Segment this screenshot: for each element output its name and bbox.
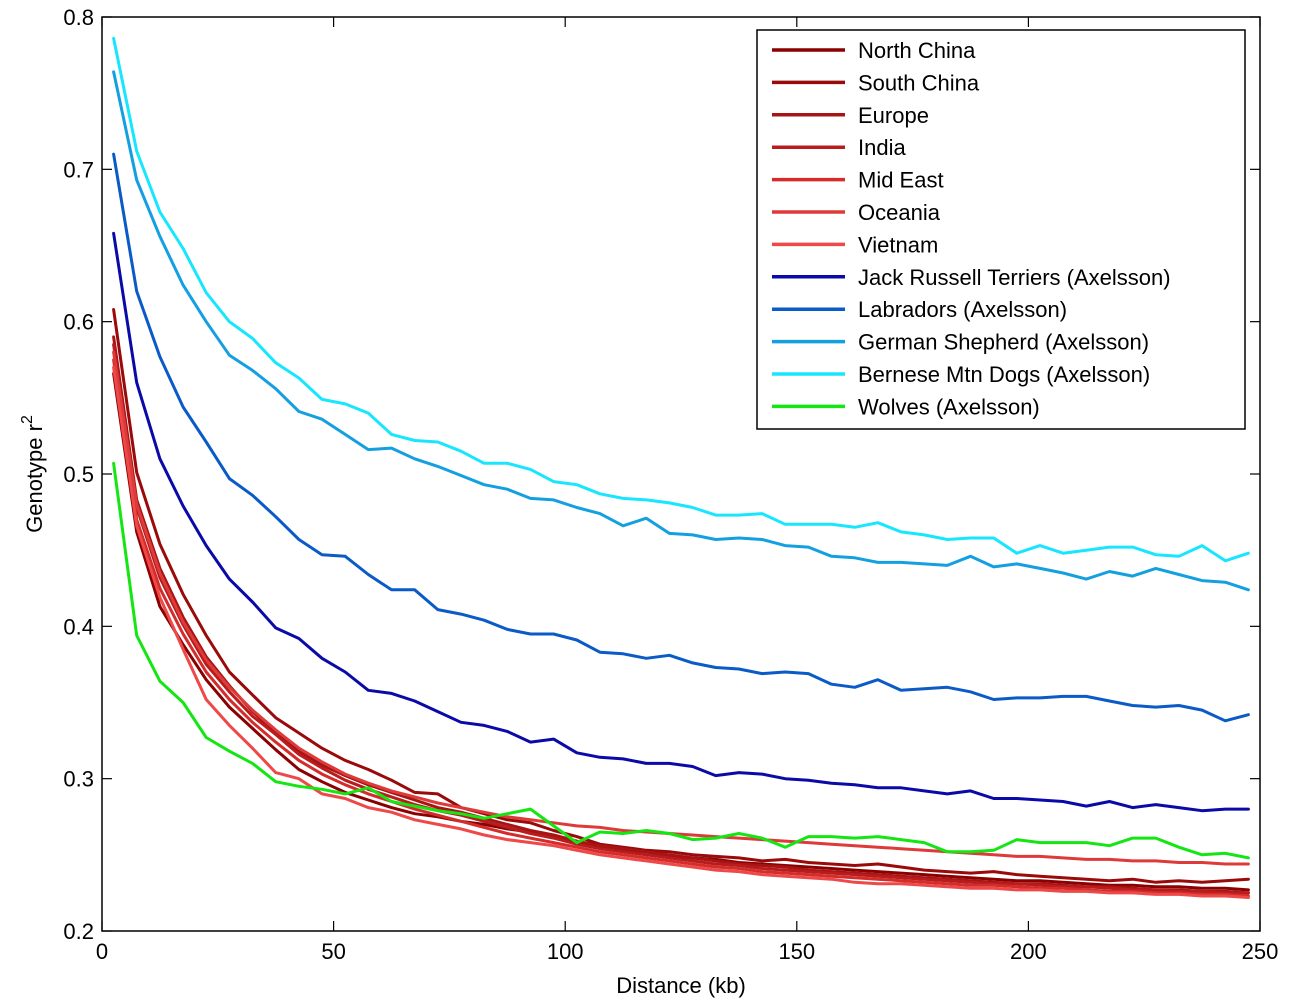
series-line-german-shepherd-axelsson <box>112 70 1250 592</box>
series-line-mid-east <box>112 358 1250 898</box>
legend-label: Oceania <box>858 200 941 225</box>
legend-box <box>756 29 1246 430</box>
x-tick-label: 50 <box>321 939 345 964</box>
legend-label: Vietnam <box>858 232 938 257</box>
series-line-india <box>112 343 1250 895</box>
y-axis-label: Genotype r2 <box>19 415 47 533</box>
series-line-oceania <box>112 350 1250 866</box>
x-axis: 0 50 100 150 200 250 <box>96 17 1278 964</box>
legend-label: Europe <box>858 103 929 128</box>
series-line-labradors-axelsson <box>112 152 1250 723</box>
legend-label: Bernese Mtn Dogs (Axelsson) <box>858 362 1150 387</box>
series-line-south-china <box>112 308 1250 884</box>
x-tick-label: 100 <box>547 939 584 964</box>
y-tick-label: 0.7 <box>63 157 94 182</box>
y-tick-label: 0.3 <box>63 767 94 792</box>
y-tick-label: 0.2 <box>63 919 94 944</box>
series-line-bernese-mtn-dogs-axelsson <box>112 36 1250 563</box>
legend-label: North China <box>858 38 976 63</box>
y-tick-label: 0.8 <box>63 5 94 30</box>
y-axis-label-superscript: 2 <box>19 415 36 424</box>
legend: North China South China Europe India Mid Eas… <box>756 29 1246 430</box>
legend-label: India <box>858 135 906 160</box>
x-axis-label: Distance (kb) <box>616 973 746 998</box>
legend-label: German Shepherd (Axelsson) <box>858 330 1149 355</box>
legend-label: Mid East <box>858 168 944 193</box>
y-tick-label: 0.4 <box>63 614 94 639</box>
series-line-wolves-axelsson <box>112 461 1250 860</box>
y-tick-label: 0.5 <box>63 462 94 487</box>
legend-label: Jack Russell Terriers (Axelsson) <box>858 265 1171 290</box>
y-axis: 0.2 0.3 0.4 0.5 0.6 0.7 0.8 <box>63 5 1260 944</box>
y-axis-label-text: Genotype r <box>22 424 47 533</box>
legend-label: South China <box>858 70 980 95</box>
x-tick-label: 0 <box>96 939 108 964</box>
series-line-vietnam <box>112 365 1250 899</box>
x-tick-label: 250 <box>1242 939 1279 964</box>
legend-label: Wolves (Axelsson) <box>858 394 1040 419</box>
x-tick-label: 200 <box>1010 939 1047 964</box>
y-tick-label: 0.6 <box>63 310 94 335</box>
x-tick-label: 150 <box>778 939 815 964</box>
series-layer <box>112 36 1250 899</box>
legend-label: Labradors (Axelsson) <box>858 297 1067 322</box>
series-line-jack-russell-terriers-axelsson <box>112 231 1250 813</box>
